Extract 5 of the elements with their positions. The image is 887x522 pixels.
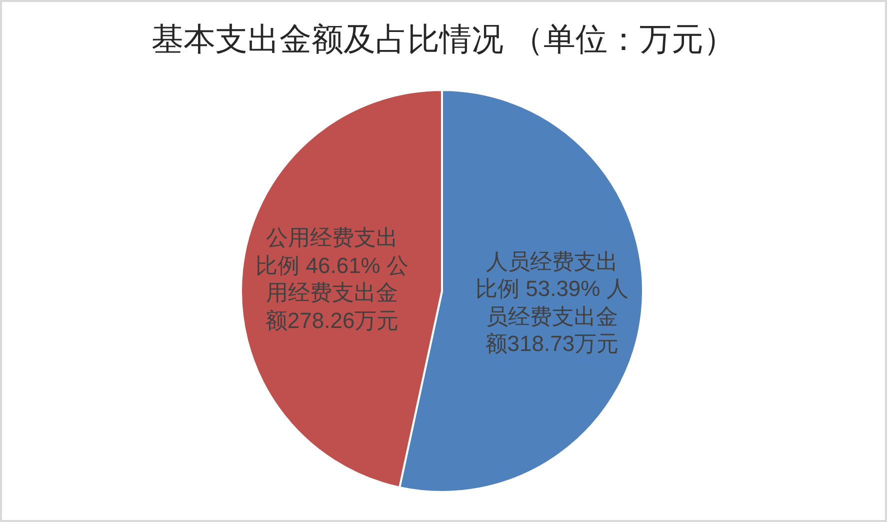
data-label: 比例 46.61% 公用经费支出金额278.26万元 [256, 252, 408, 333]
slice-label: 人员经费支出 [486, 248, 618, 274]
data-label: 比例 53.39% 人员经费支出金额318.73万元 [475, 276, 628, 356]
slice-label: 公用经费支出 [266, 225, 398, 250]
chart-title: 基本支出金额及占比情况 （单位：万元） [150, 20, 736, 59]
